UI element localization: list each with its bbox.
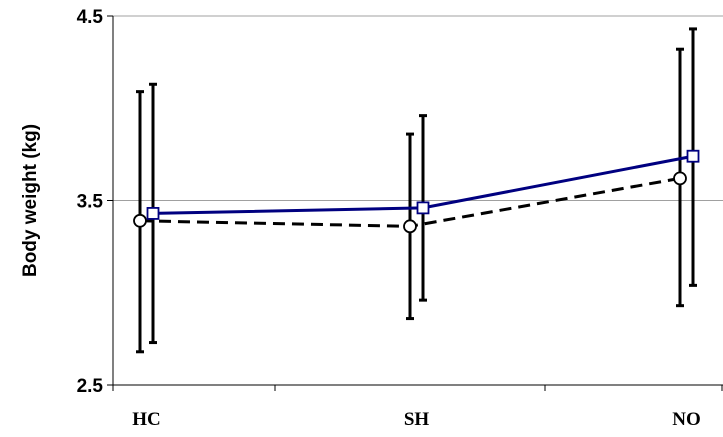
x-tick-label-hc: HC [132,409,161,430]
gridlines [113,15,723,201]
series-2-point-no [686,149,700,163]
y-axis-label: Body weight (kg) [20,124,41,277]
series-1-point-no [673,171,687,186]
y-tick-label-2: 4.5 [77,7,104,28]
y-tick-label-1: 3.5 [77,192,104,213]
y-tick-label-0: 2.5 [77,376,104,397]
tick-labels: 2.5 3.5 4.5 HC SH NO [77,7,701,430]
series-2-point-sh [416,201,430,215]
x-tick-label-no: NO [672,409,701,430]
axes [107,15,723,391]
x-tick-label-sh: SH [404,409,430,430]
series-1-point-hc [133,213,147,228]
series-1-point-sh [403,219,417,234]
series-lines [139,154,694,228]
series-2-point-hc [146,207,160,220]
data-markers [133,149,700,234]
